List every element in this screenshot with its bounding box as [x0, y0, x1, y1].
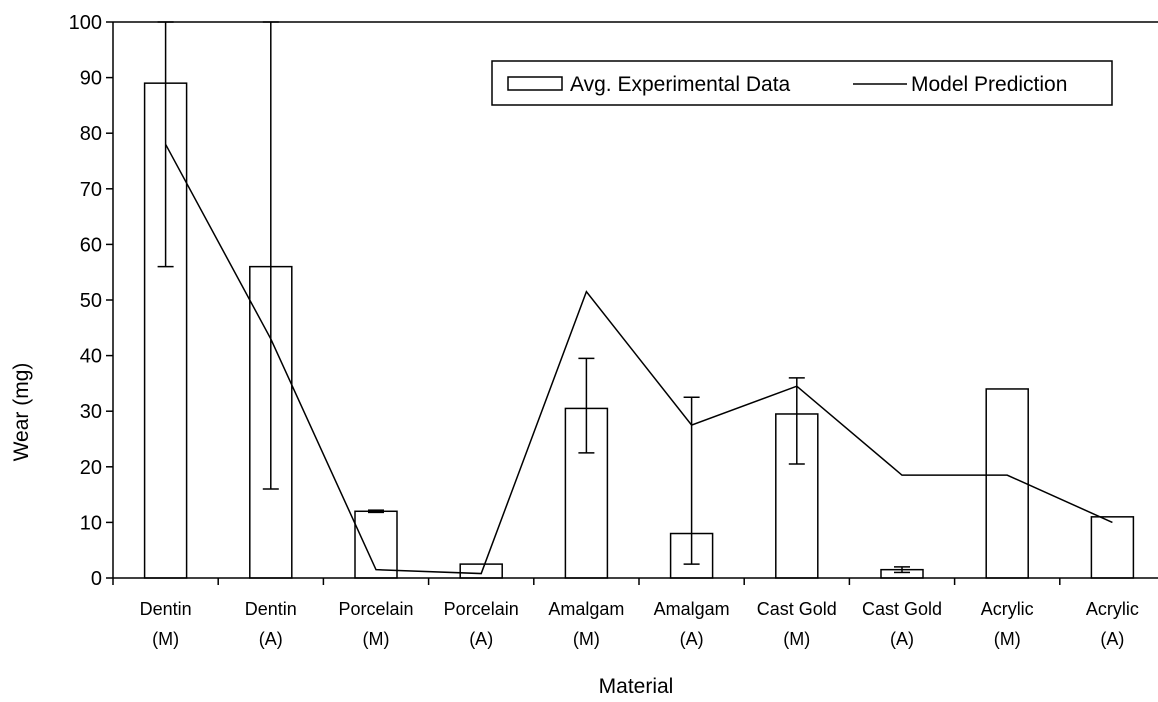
bar: [459, 563, 503, 579]
y-tick-label: 30: [80, 401, 102, 423]
y-tick-label: 60: [80, 234, 102, 256]
model-prediction-line: [164, 143, 1113, 575]
x-tick-label-material: Acrylic: [1086, 599, 1139, 619]
x-ticks-layer: Dentin (M) Dentin (A) Porcelain (M) Porcelain (…: [112, 578, 1139, 649]
legend-label-experimental: Avg. Experimental Data: [570, 73, 791, 96]
y-tick-label: 50: [80, 290, 102, 312]
legend: Avg. Experimental Data Model Prediction: [491, 60, 1113, 106]
x-tick-label-material: Acrylic: [981, 599, 1034, 619]
x-tick-label-material: Cast Gold: [862, 599, 942, 619]
y-tick-label: 90: [80, 68, 102, 90]
x-tick-label-type: (M): [152, 629, 179, 649]
x-tick-label-material: Dentin: [245, 599, 297, 619]
x-axis-title: Material: [599, 675, 674, 698]
x-tick-label-type: (A): [259, 629, 283, 649]
x-tick-label-material: Porcelain: [444, 599, 519, 619]
x-tick-label-material: Cast Gold: [757, 599, 837, 619]
y-tick-label: 20: [80, 457, 102, 479]
legend-bar-swatch: [507, 76, 563, 91]
y-tick-label: 0: [91, 568, 102, 590]
x-tick-label-material: Amalgam: [654, 599, 730, 619]
bar: [985, 388, 1029, 579]
bars-layer: [143, 82, 1135, 579]
x-tick-label-type: (M): [994, 629, 1021, 649]
bar: [1090, 516, 1135, 579]
x-tick-label-type: (M): [783, 629, 810, 649]
legend-label-model: Model Prediction: [911, 73, 1067, 96]
x-tick-label-material: Amalgam: [548, 599, 624, 619]
y-tick-label: 100: [69, 12, 102, 34]
x-tick-label-type: (M): [573, 629, 600, 649]
x-tick-label-material: Dentin: [140, 599, 192, 619]
y-tick-label: 70: [80, 179, 102, 201]
x-tick-label-type: (A): [890, 629, 914, 649]
error-bars-layer: [157, 21, 910, 574]
x-tick-label-type: (A): [469, 629, 493, 649]
x-tick-label-type: (A): [680, 629, 704, 649]
legend-box: [491, 60, 1113, 106]
x-tick-label-material: Porcelain: [338, 599, 413, 619]
y-tick-label: 80: [80, 123, 102, 145]
y-axis-title: Wear (mg): [10, 363, 33, 462]
x-tick-label-type: (A): [1100, 629, 1124, 649]
y-ticks-layer: 0 10 20 30 40 50 60 70 80 90 100: [69, 12, 113, 590]
bar: [564, 407, 609, 579]
x-tick-label-type: (M): [363, 629, 390, 649]
y-tick-label: 10: [80, 512, 102, 534]
y-tick-label: 40: [80, 346, 102, 368]
model-line-layer: [164, 143, 1113, 575]
